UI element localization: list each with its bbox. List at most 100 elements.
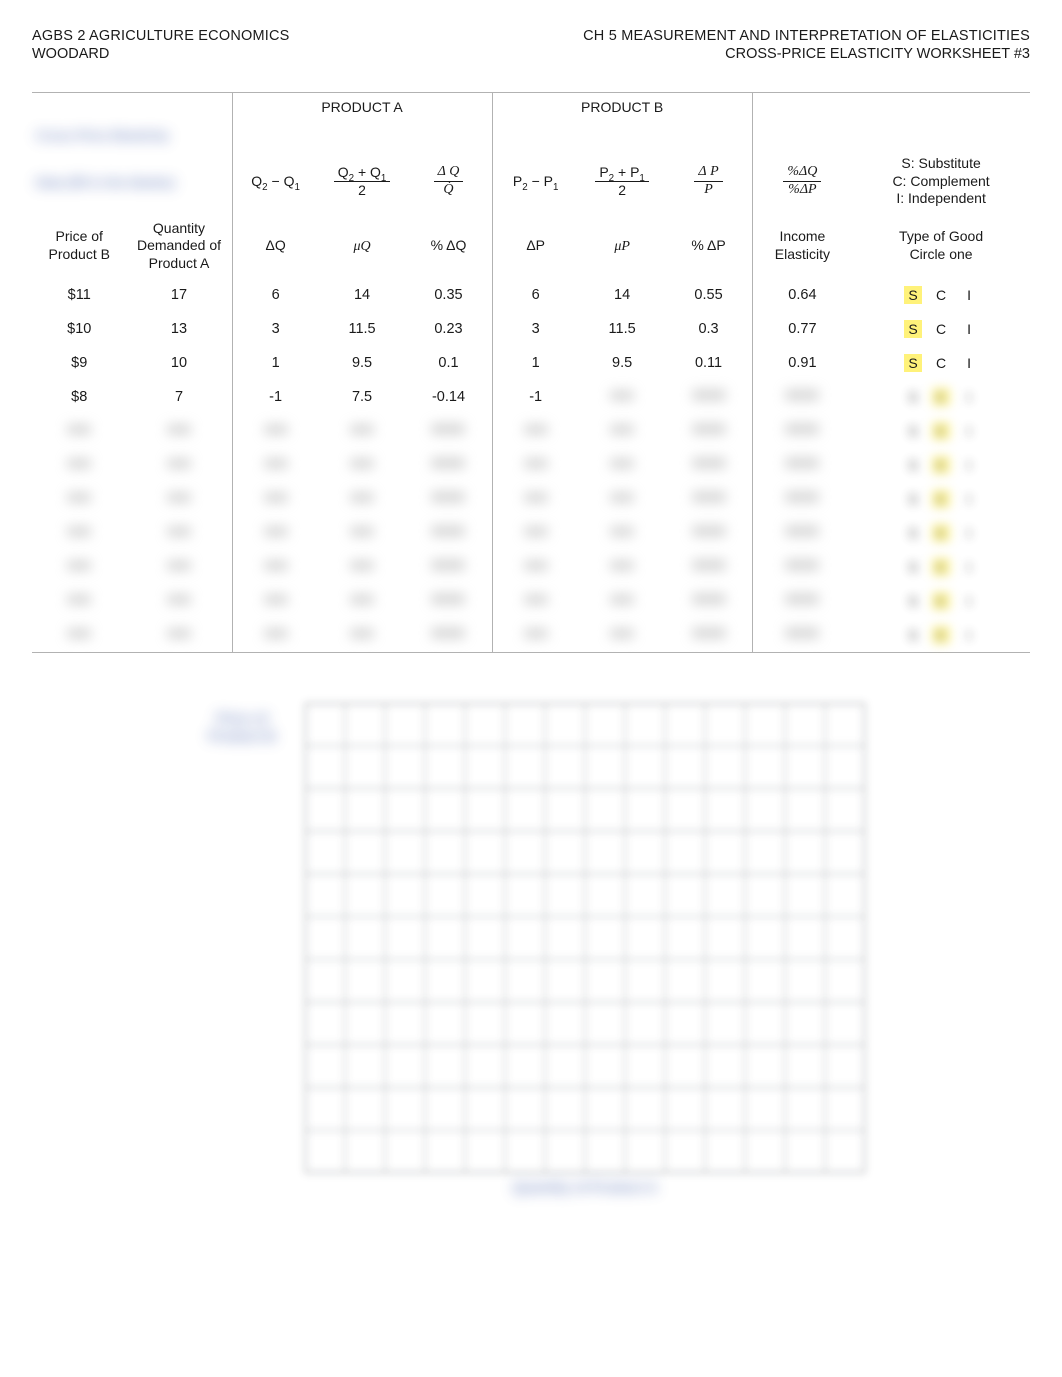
graph-area: Price of Product B Quantity of Product A xyxy=(32,703,1030,1195)
sci-s: S xyxy=(904,320,922,338)
sci-s: S xyxy=(904,354,922,372)
header-left-1: AGBS 2 AGRICULTURE ECONOMICS xyxy=(32,28,290,44)
cell-income xyxy=(752,618,852,652)
label-dp: ΔP xyxy=(492,214,579,279)
table-row-blurred: SCI xyxy=(32,482,1030,516)
cell-mup xyxy=(579,414,666,448)
sci-i: I xyxy=(960,388,978,406)
cell-pdq xyxy=(405,550,492,584)
sci-s: S xyxy=(904,490,922,508)
cell-type: SCI xyxy=(852,618,1030,652)
cell-type: SCI xyxy=(852,482,1030,516)
sci-i: I xyxy=(960,456,978,474)
cell-dp xyxy=(492,414,579,448)
sci-s: S xyxy=(904,558,922,576)
cell-qty xyxy=(126,482,232,516)
sci-s: S xyxy=(904,524,922,542)
cell-pdq: -0.14 xyxy=(405,380,492,414)
cell-pdq xyxy=(405,414,492,448)
cell-income: 0.64 xyxy=(752,278,852,312)
cell-mup xyxy=(579,482,666,516)
group-header-row: PRODUCT A PRODUCT B xyxy=(32,93,1030,122)
cell-muq xyxy=(319,618,406,652)
cell-qty xyxy=(126,550,232,584)
cell-dq xyxy=(232,414,319,448)
sci-s: S xyxy=(904,388,922,406)
label-mup: μP xyxy=(579,214,666,279)
cell-dq xyxy=(232,550,319,584)
sci-c: C xyxy=(932,320,950,338)
label-muq: μQ xyxy=(319,214,406,279)
cell-income xyxy=(752,516,852,550)
cell-price: $10 xyxy=(32,312,126,346)
cell-type: SCI xyxy=(852,550,1030,584)
cell-dq: -1 xyxy=(232,380,319,414)
cell-type: SCI xyxy=(852,448,1030,482)
cell-qty xyxy=(126,448,232,482)
formula-p-diff: P2 − P1 xyxy=(492,149,579,214)
cell-mup xyxy=(579,618,666,652)
cell-pdp xyxy=(665,550,752,584)
cell-price xyxy=(32,618,126,652)
cell-qty xyxy=(126,516,232,550)
header-left-2: WOODARD xyxy=(32,46,109,62)
table-row-blurred: SCI xyxy=(32,516,1030,550)
cell-income xyxy=(752,414,852,448)
elasticity-table: PRODUCT A PRODUCT B Cross Price Elastici… xyxy=(32,92,1030,653)
label-income: Income Elasticity xyxy=(752,214,852,279)
cell-price: $11 xyxy=(32,278,126,312)
cell-type: SCI xyxy=(852,278,1030,312)
cell-pdq xyxy=(405,516,492,550)
product-b-header: PRODUCT B xyxy=(492,93,752,122)
cell-type: SCI xyxy=(852,380,1030,414)
formula-q-avg: Q2 + Q12 xyxy=(319,149,406,214)
formula-ratio: %ΔQ%ΔP xyxy=(752,149,852,214)
cell-muq: 9.5 xyxy=(319,346,406,380)
sci-i: I xyxy=(960,524,978,542)
cell-income xyxy=(752,380,852,414)
sci-c: C xyxy=(932,626,950,644)
cell-mup xyxy=(579,584,666,618)
cell-qty: 17 xyxy=(126,278,232,312)
table-row-blurred: SCI xyxy=(32,448,1030,482)
cell-dq: 1 xyxy=(232,346,319,380)
sci-s: S xyxy=(904,286,922,304)
sci-i: I xyxy=(960,320,978,338)
formula-q-diff: Q2 − Q1 xyxy=(232,149,319,214)
cell-price xyxy=(32,550,126,584)
cell-qty xyxy=(126,618,232,652)
table-row: $1013311.50.23311.50.30.77SCI xyxy=(32,312,1030,346)
cell-dp xyxy=(492,482,579,516)
sci-c: C xyxy=(932,592,950,610)
cell-dp: 3 xyxy=(492,312,579,346)
blurred-section-title-1: Cross Price Elasticity xyxy=(36,128,169,143)
cell-mup: 14 xyxy=(579,278,666,312)
cell-muq xyxy=(319,482,406,516)
cell-type: SCI xyxy=(852,516,1030,550)
sci-c: C xyxy=(932,524,950,542)
formula-dq-over-q: Δ QQ̇ xyxy=(405,149,492,214)
cell-income: 0.77 xyxy=(752,312,852,346)
blurred-section-title-2: Data (fill in the blanks) xyxy=(36,175,175,191)
label-dq: ΔQ xyxy=(232,214,319,279)
sci-s: S xyxy=(904,422,922,440)
cell-pdq: 0.23 xyxy=(405,312,492,346)
sci-i: I xyxy=(960,286,978,304)
cell-pdp xyxy=(665,618,752,652)
sci-c: C xyxy=(932,422,950,440)
header-right-1: CH 5 MEASUREMENT AND INTERPRETATION OF E… xyxy=(583,28,1030,44)
cell-qty: 7 xyxy=(126,380,232,414)
cell-dp xyxy=(492,584,579,618)
cell-price: $9 xyxy=(32,346,126,380)
cell-dq: 3 xyxy=(232,312,319,346)
cell-income: 0.91 xyxy=(752,346,852,380)
cell-mup xyxy=(579,516,666,550)
cell-income xyxy=(752,482,852,516)
table-row-blurred: SCI xyxy=(32,584,1030,618)
cell-price xyxy=(32,482,126,516)
cell-dq xyxy=(232,448,319,482)
cell-pdp: 0.11 xyxy=(665,346,752,380)
cell-muq: 14 xyxy=(319,278,406,312)
sci-i: I xyxy=(960,592,978,610)
cell-price: $8 xyxy=(32,380,126,414)
